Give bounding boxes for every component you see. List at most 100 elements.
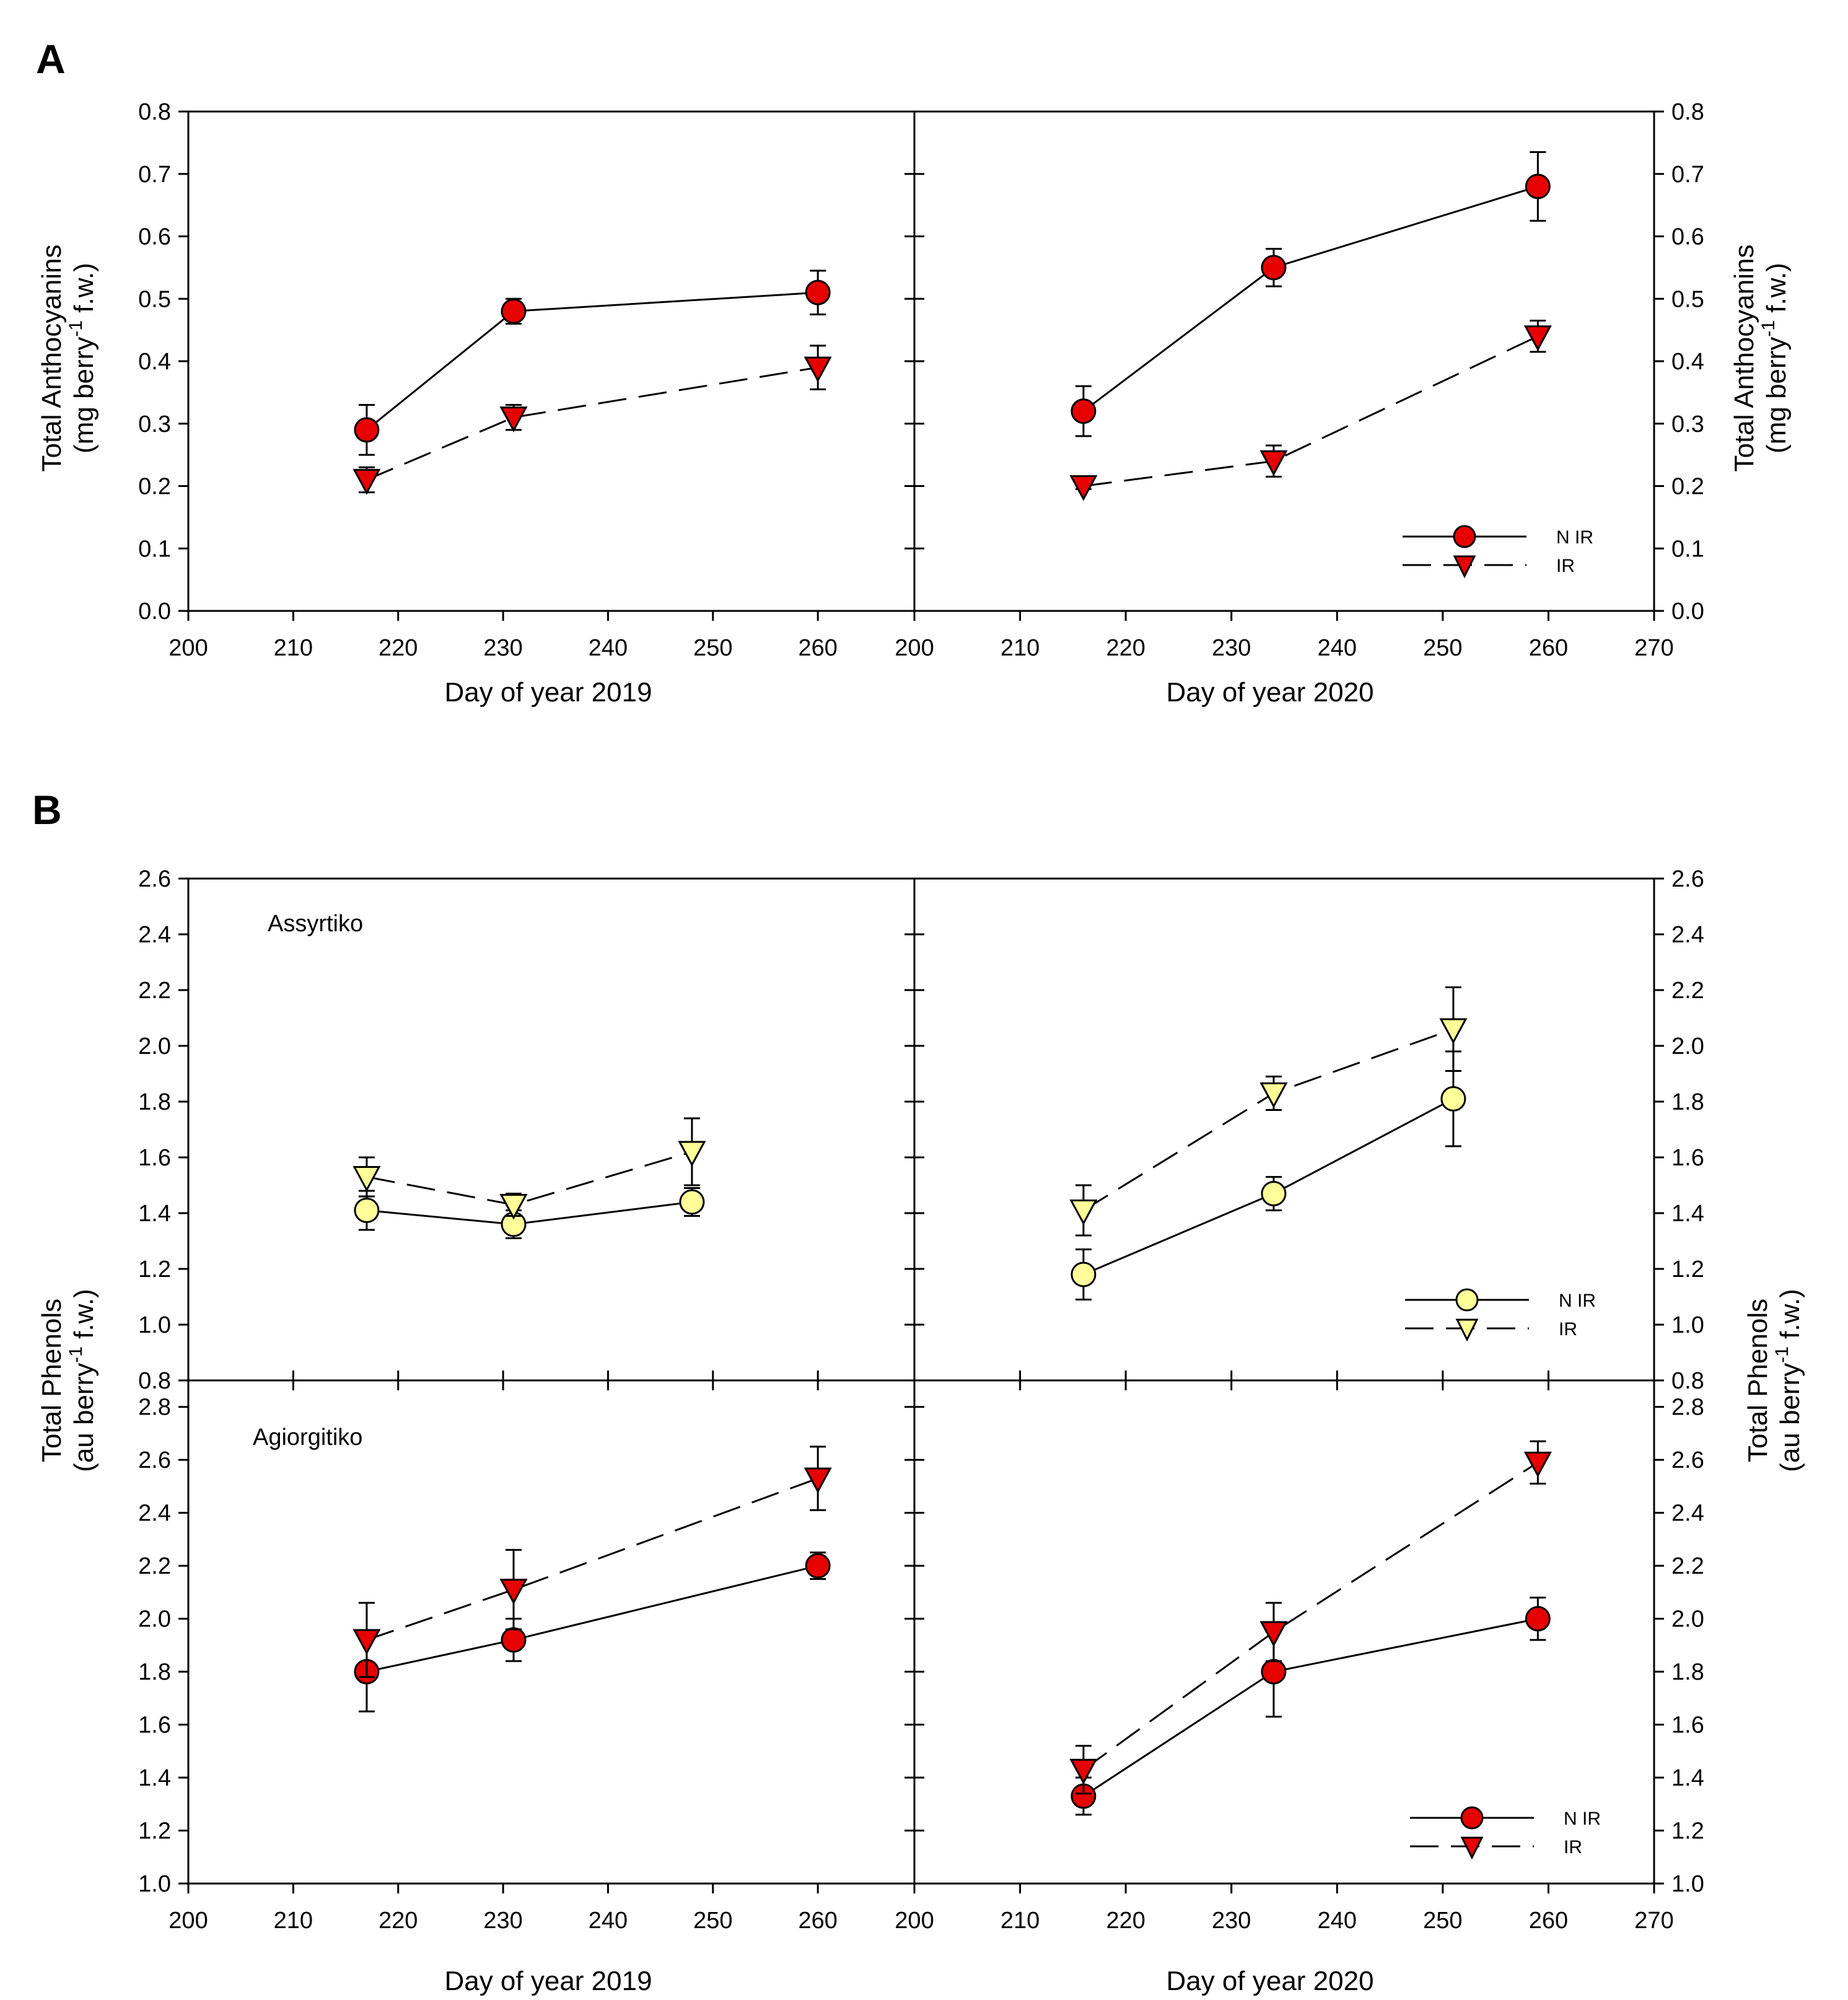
y-tick-label: 0.8 bbox=[138, 99, 171, 125]
y-tick-label: 2.6 bbox=[138, 866, 171, 892]
y-tick-label: 1.2 bbox=[138, 1818, 171, 1844]
y-tick-label: 2.0 bbox=[138, 1607, 171, 1633]
chart-A-2020: 0.0 0.1 0.2 0.3 0.4 0.5 0.6 0.7 0.8 200 210 220 230 2… bbox=[895, 99, 1704, 661]
marker-nir-circle bbox=[354, 1198, 380, 1223]
panel-a-ylabel-right-line1: Total Anthocyanins bbox=[1729, 245, 1759, 472]
x-tick-label: 250 bbox=[1423, 635, 1462, 661]
y-tick-label: 2.2 bbox=[1671, 978, 1704, 1004]
y-tick-label: 2.6 bbox=[138, 1447, 171, 1473]
plots-layer: 0.0 0.1 0.2 0.3 0.4 0.5 0.6 0.7 0.8 200 210 220 230 2… bbox=[138, 99, 1704, 1934]
y-tick-label: 0.6 bbox=[1671, 224, 1704, 250]
y-tick-label: 1.2 bbox=[1671, 1257, 1704, 1283]
x-tick-label: 210 bbox=[1001, 635, 1040, 661]
y-tick-label: 1.0 bbox=[138, 1312, 171, 1338]
marker-nir-circle bbox=[1261, 255, 1287, 281]
marker-nir-circle bbox=[354, 417, 380, 443]
x-tick-label: 230 bbox=[483, 1908, 522, 1934]
series-line-ir bbox=[366, 1151, 693, 1206]
cultivar-label-assyrtiko: Assyrtiko bbox=[268, 911, 363, 937]
y-tick-label: 2.2 bbox=[1671, 1553, 1704, 1579]
y-tick-label: 1.0 bbox=[1671, 1871, 1704, 1897]
y-tick-label: 1.6 bbox=[1671, 1713, 1704, 1739]
y-tick-label: 2.8 bbox=[138, 1395, 171, 1421]
y-tick-label: 2.0 bbox=[1671, 1607, 1704, 1633]
marker-ir-triangle bbox=[499, 406, 528, 432]
legend-marker-ir bbox=[1453, 555, 1476, 579]
legend-marker-nir bbox=[1460, 1806, 1484, 1830]
y-tick-label: 0.3 bbox=[138, 411, 171, 437]
x-tick-label: 240 bbox=[589, 635, 628, 661]
y-tick-label: 0.1 bbox=[1671, 536, 1704, 562]
y-tick-label: 0.4 bbox=[1671, 349, 1704, 375]
marker-ir-triangle bbox=[1523, 325, 1552, 351]
marker-nir-circle bbox=[805, 279, 831, 305]
x-tick-label: 200 bbox=[895, 1908, 934, 1934]
panel-b-ylabel-left-line2: (au berry-1 f.w.) bbox=[66, 1289, 99, 1472]
plot-frame bbox=[187, 1379, 916, 1885]
y-tick-label: 1.4 bbox=[138, 1201, 171, 1227]
y-tick-label: 1.2 bbox=[1671, 1818, 1704, 1844]
x-tick-label: 200 bbox=[169, 635, 208, 661]
marker-nir-circle bbox=[805, 1553, 831, 1579]
y-tick-label: 2.2 bbox=[138, 1553, 171, 1579]
y-tick-label: 2.6 bbox=[1671, 866, 1704, 892]
plot-frame bbox=[187, 877, 916, 1382]
x-tick-label: 200 bbox=[895, 635, 934, 661]
series-line-nir bbox=[366, 291, 818, 431]
marker-ir-triangle bbox=[1069, 1758, 1098, 1785]
chart-B-Assyrtiko-2020: 0.8 1.0 1.2 1.4 1.6 1.8 2.0 2.2 2.4 2.6 N IR IR bbox=[904, 866, 1704, 1394]
series-line-ir bbox=[1083, 1462, 1539, 1771]
plot-frame bbox=[913, 1379, 1655, 1885]
y-tick-label: 1.6 bbox=[138, 1145, 171, 1171]
x-tick-label: 250 bbox=[693, 635, 732, 661]
legend-marker-nir bbox=[1453, 525, 1476, 548]
x-tick-label: 240 bbox=[1318, 635, 1357, 661]
y-tick-label: 1.4 bbox=[1671, 1201, 1704, 1227]
legend-label-nir: N IR bbox=[1556, 527, 1593, 548]
series-line-nir bbox=[366, 1201, 693, 1226]
series-line-nir bbox=[1083, 1618, 1538, 1797]
marker-ir-triangle bbox=[353, 468, 381, 495]
marker-nir-circle bbox=[1261, 1659, 1287, 1685]
marker-nir-circle bbox=[1525, 173, 1551, 200]
x-tick-label: 230 bbox=[483, 635, 522, 661]
marker-nir-circle bbox=[1071, 1261, 1097, 1287]
panel-b-xlabel-2020: Day of year 2020 bbox=[1166, 1966, 1373, 1996]
x-tick-label: 230 bbox=[1212, 635, 1251, 661]
x-tick-label: 270 bbox=[1634, 635, 1673, 661]
panel-a-xlabel-2019: Day of year 2019 bbox=[444, 677, 652, 708]
marker-ir-triangle bbox=[1259, 1082, 1288, 1108]
marker-ir-triangle bbox=[1523, 1451, 1552, 1478]
series-line-ir bbox=[366, 366, 818, 481]
y-tick-label: 2.6 bbox=[1671, 1447, 1704, 1473]
marker-ir-triangle bbox=[804, 1467, 832, 1494]
y-tick-label: 1.6 bbox=[1671, 1145, 1704, 1171]
x-tick-label: 210 bbox=[1001, 1908, 1040, 1934]
legend-label-nir: N IR bbox=[1564, 1809, 1601, 1829]
panel-a-xlabel-2020: Day of year 2020 bbox=[1166, 677, 1373, 708]
panel-a-ylabel-left-line1: Total Anthocyanins bbox=[37, 245, 67, 472]
marker-ir-triangle bbox=[499, 1579, 528, 1605]
y-tick-label: 0.7 bbox=[1671, 162, 1704, 188]
legend-label-nir: N IR bbox=[1559, 1291, 1596, 1311]
marker-nir-circle bbox=[1071, 398, 1097, 424]
panel-b-ylabel-right-line1: Total Phenols bbox=[1743, 1299, 1773, 1462]
x-tick-label: 250 bbox=[1423, 1908, 1462, 1934]
x-tick-label: 220 bbox=[379, 1908, 418, 1934]
marker-nir-circle bbox=[1440, 1086, 1466, 1112]
x-tick-label: 200 bbox=[169, 1908, 208, 1934]
y-tick-label: 1.4 bbox=[1671, 1765, 1704, 1791]
y-tick-label: 1.6 bbox=[138, 1713, 171, 1739]
chart-B-Agiorgitiko-2020: 1.0 1.2 1.4 1.6 1.8 2.0 2.2 2.4 2.6 2.8 200 210 220 2… bbox=[895, 1379, 1704, 1934]
y-tick-label: 2.0 bbox=[1671, 1033, 1704, 1059]
y-tick-label: 0.8 bbox=[1671, 99, 1704, 125]
series-line-nir bbox=[1083, 185, 1538, 412]
y-tick-label: 0.2 bbox=[138, 474, 171, 500]
y-tick-label: 0.3 bbox=[1671, 411, 1704, 437]
x-tick-label: 260 bbox=[1529, 1908, 1568, 1934]
chart-B-Agiorgitiko-2019: 1.0 1.2 1.4 1.6 1.8 2.0 2.2 2.4 2.6 2.8 200 210 220 2… bbox=[138, 1379, 924, 1934]
y-tick-label: 0.5 bbox=[1671, 286, 1704, 312]
marker-ir-triangle bbox=[1069, 1200, 1098, 1226]
series-line-nir bbox=[366, 1564, 818, 1673]
y-tick-label: 2.4 bbox=[1671, 1501, 1704, 1527]
